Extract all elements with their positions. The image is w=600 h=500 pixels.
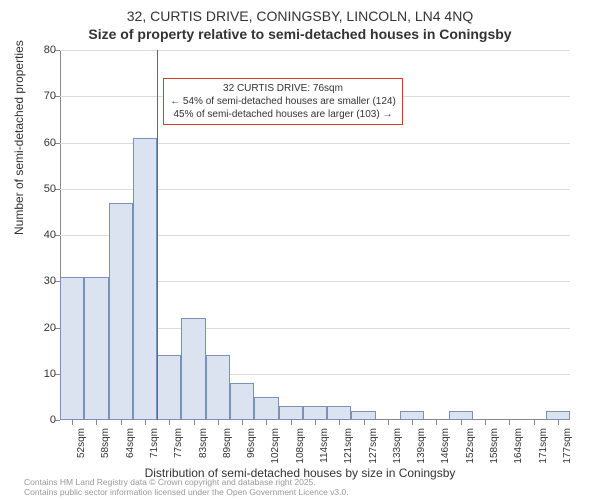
x-tick-label: 114sqm [319,428,330,463]
histogram-bar [60,277,84,420]
histogram-bar [279,406,303,420]
x-tick-mark [461,420,462,425]
x-tick-label: 158sqm [489,428,500,464]
chart-container: 32, CURTIS DRIVE, CONINGSBY, LINCOLN, LN… [0,0,600,500]
x-tick-label: 133sqm [392,428,403,464]
x-tick-mark [558,420,559,425]
title-address: 32, CURTIS DRIVE, CONINGSBY, LINCOLN, LN… [0,8,600,24]
histogram-bar [449,411,473,420]
x-tick-label: 89sqm [222,428,233,458]
x-tick-mark [242,420,243,425]
x-tick-mark [72,420,73,425]
marker-callout-line: ← 54% of semi-detached houses are smalle… [170,95,396,108]
x-tick-mark [485,420,486,425]
x-tick-label: 164sqm [513,428,524,464]
x-tick-label: 102sqm [270,428,281,464]
histogram-bar [400,411,424,420]
x-tick-label: 146sqm [440,428,451,464]
x-tick-mark [291,420,292,425]
histogram-bar [327,406,351,420]
x-tick-mark [194,420,195,425]
x-tick-label: 177sqm [562,428,573,464]
attribution-line2: Contains public sector information licen… [24,488,349,498]
histogram-bar [206,355,230,420]
title-subtitle: Size of property relative to semi-detach… [0,26,600,42]
x-tick-label: 121sqm [343,428,354,464]
x-tick-label: 58sqm [100,428,111,458]
histogram-bar [157,355,181,420]
x-tick-mark [121,420,122,425]
x-tick-label: 64sqm [125,428,136,458]
x-tick-mark [169,420,170,425]
histogram-bar [254,397,278,420]
x-tick-label: 52sqm [76,428,87,458]
x-tick-mark [412,420,413,425]
x-tick-label: 77sqm [173,428,184,458]
histogram-bar [546,411,570,420]
chart-area: 0102030405060708052sqm58sqm64sqm71sqm77s… [60,50,570,420]
x-tick-label: 108sqm [295,428,306,464]
marker-callout: 32 CURTIS DRIVE: 76sqm← 54% of semi-deta… [163,78,403,125]
x-tick-mark [266,420,267,425]
histogram-bar [181,318,205,420]
x-tick-mark [388,420,389,425]
grid-line [60,50,570,51]
histogram-bar [133,138,157,420]
x-tick-mark [436,420,437,425]
plot-region: 0102030405060708052sqm58sqm64sqm71sqm77s… [60,50,570,420]
x-tick-label: 96sqm [246,428,257,458]
y-tick-label: 30 [16,275,56,287]
x-tick-mark [96,420,97,425]
attribution: Contains HM Land Registry data © Crown c… [24,478,349,498]
x-tick-label: 171sqm [538,428,549,464]
x-tick-label: 152sqm [465,428,476,464]
histogram-bar [84,277,108,420]
x-tick-mark [509,420,510,425]
title-block: 32, CURTIS DRIVE, CONINGSBY, LINCOLN, LN… [0,0,600,42]
x-tick-mark [364,420,365,425]
y-tick-label: 40 [16,229,56,241]
histogram-bar [109,203,133,420]
x-tick-mark [145,420,146,425]
histogram-bar [351,411,375,420]
y-tick-label: 60 [16,137,56,149]
marker-line [157,50,158,420]
x-tick-label: 127sqm [368,428,379,464]
y-tick-label: 20 [16,322,56,334]
y-tick-label: 80 [16,44,56,56]
x-tick-mark [315,420,316,425]
histogram-bar [303,406,327,420]
marker-callout-line: 32 CURTIS DRIVE: 76sqm [170,82,396,95]
y-tick-label: 10 [16,368,56,380]
x-tick-mark [339,420,340,425]
y-tick-label: 70 [16,90,56,102]
x-tick-mark [218,420,219,425]
y-tick-label: 0 [16,414,56,426]
marker-callout-line: 45% of semi-detached houses are larger (… [170,108,396,121]
x-tick-label: 139sqm [416,428,427,464]
x-tick-label: 71sqm [149,428,160,458]
histogram-bar [230,383,254,420]
x-tick-mark [534,420,535,425]
y-tick-label: 50 [16,183,56,195]
x-tick-label: 83sqm [198,428,209,458]
